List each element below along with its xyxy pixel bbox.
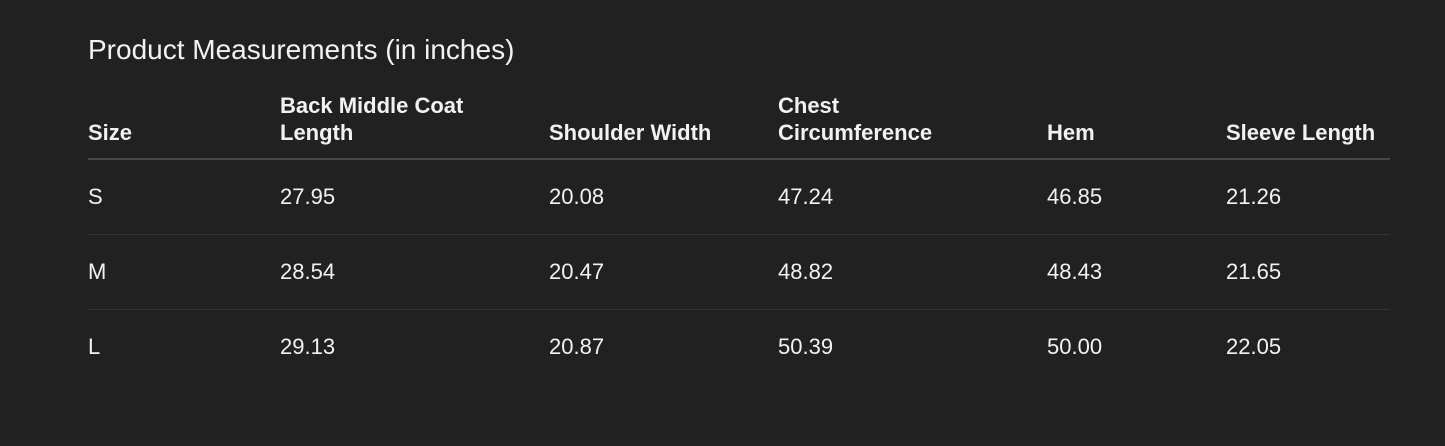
table-cell: 27.95 <box>280 159 549 235</box>
table-cell: 48.82 <box>778 234 1047 310</box>
table-cell: 46.85 <box>1047 159 1226 235</box>
table-cell: 21.65 <box>1226 234 1390 310</box>
column-header: Size <box>88 92 280 160</box>
table-row: M 28.54 20.47 48.82 48.43 21.65 <box>88 234 1390 310</box>
table-cell: 50.39 <box>778 334 834 359</box>
header-row: Size Back Middle Coat Length Shoulder Widt… <box>88 92 1390 160</box>
table-cell: 20.87 <box>549 334 605 359</box>
measurements-table: Size Back Middle Coat Length Shoulder Widt… <box>88 92 1390 384</box>
table-cell: 22.05 <box>1226 334 1282 359</box>
column-header: Shoulder Width <box>549 92 778 160</box>
table-cell: S <box>88 159 280 235</box>
table-cell: 47.24 <box>778 159 1047 235</box>
table-cell: 28.54 <box>280 234 549 310</box>
column-header: Hem <box>1047 92 1226 160</box>
table-cell: M <box>88 234 280 310</box>
table-cell: 20.08 <box>549 159 778 235</box>
table-cell: L <box>88 334 101 359</box>
column-header: Sleeve Length <box>1226 92 1390 160</box>
table-cell: 21.26 <box>1226 159 1390 235</box>
table-cell: 50.00 <box>1047 334 1103 359</box>
column-header: Chest Circumference <box>778 92 1047 160</box>
table-row: S 27.95 20.08 47.24 46.85 21.26 <box>88 159 1390 235</box>
table-cell: 29.13 <box>280 334 336 359</box>
page-title: Product Measurements (in inches) <box>88 34 515 65</box>
table-cell: 48.43 <box>1047 234 1226 310</box>
column-header: Back Middle Coat Length <box>280 92 549 160</box>
table-row: L 29.13 20.87 50.39 50.00 22.05 <box>88 310 1390 385</box>
table-cell: 20.47 <box>549 234 778 310</box>
